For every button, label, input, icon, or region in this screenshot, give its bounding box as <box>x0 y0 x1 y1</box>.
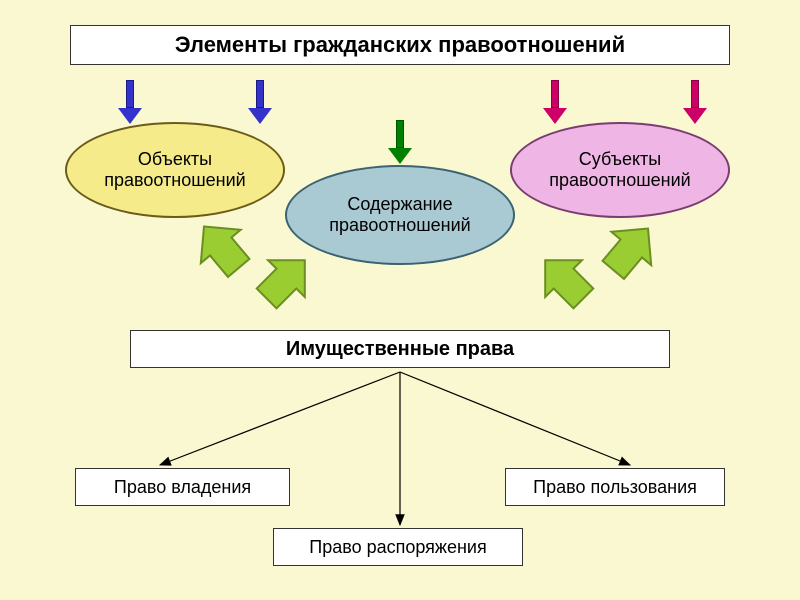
diagram-canvas: Элементы гражданских правоотношений Имущ… <box>0 0 800 600</box>
thin-arrow-0 <box>160 372 400 465</box>
ellipse-objects: Объекты правоотношений <box>65 122 285 218</box>
down-arrow-stem <box>126 80 134 108</box>
title-main-text: Элементы гражданских правоотношений <box>175 32 625 58</box>
title-property-rights-text: Имущественные права <box>286 338 514 361</box>
ellipse-content-label: Содержание правоотношений <box>287 194 513 235</box>
thin-arrows-svg <box>0 0 800 600</box>
box-disposal-label: Право распоряжения <box>309 537 486 558</box>
title-property-rights: Имущественные права <box>130 330 670 368</box>
down-arrow-head <box>388 148 412 164</box>
down-arrow-stem <box>256 80 264 108</box>
thin-arrow-2 <box>400 372 630 465</box>
box-ownership: Право владения <box>75 468 290 506</box>
box-ownership-label: Право владения <box>114 477 251 498</box>
down-arrow-head <box>543 108 567 124</box>
down-arrow-head <box>118 108 142 124</box>
title-main: Элементы гражданских правоотношений <box>70 25 730 65</box>
down-arrow-stem <box>551 80 559 108</box>
box-use-label: Право пользования <box>533 477 697 498</box>
ellipse-objects-label: Объекты правоотношений <box>67 149 283 190</box>
box-disposal: Право распоряжения <box>273 528 523 566</box>
down-arrow-stem <box>396 120 404 148</box>
ellipse-subjects-label: Субъекты правоотношений <box>512 149 728 190</box>
ellipse-content: Содержание правоотношений <box>285 165 515 265</box>
down-arrow-head <box>248 108 272 124</box>
ellipse-subjects: Субъекты правоотношений <box>510 122 730 218</box>
down-arrow-head <box>683 108 707 124</box>
down-arrow-stem <box>691 80 699 108</box>
box-use: Право пользования <box>505 468 725 506</box>
